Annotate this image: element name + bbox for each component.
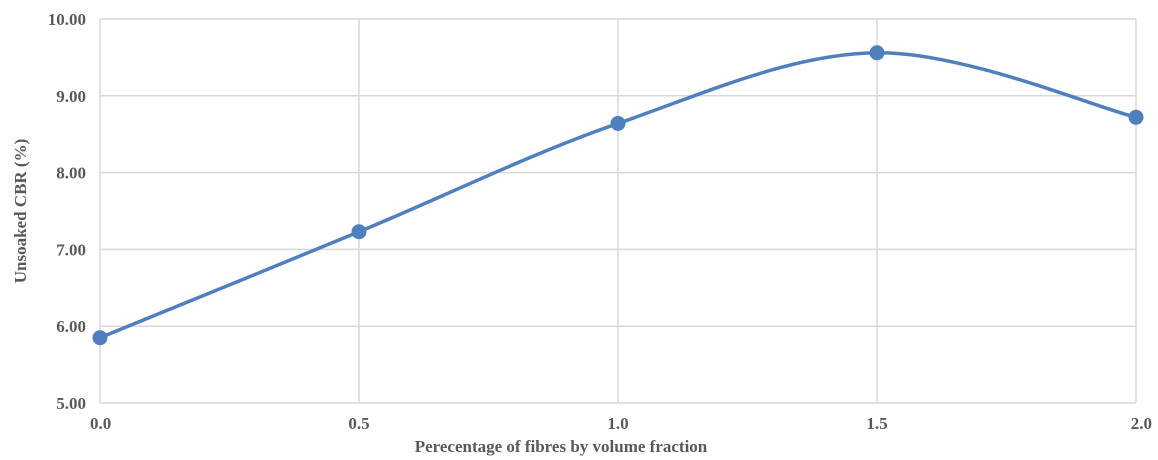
x-tick-label: 1.0: [607, 414, 628, 433]
y-tick-label: 5.00: [56, 394, 86, 413]
x-axis-ticks: 0.0 0.5 1.0 1.5 2.0: [90, 414, 1152, 433]
x-axis-title: Perecentage of fibres by volume fraction: [415, 437, 708, 456]
data-point: [92, 330, 108, 346]
data-point: [351, 224, 367, 240]
x-tick-label: 0.0: [90, 414, 111, 433]
data-point: [610, 115, 626, 131]
y-tick-label: 10.00: [48, 10, 86, 29]
series: [92, 45, 1144, 346]
y-tick-label: 8.00: [56, 164, 86, 183]
grid: [99, 18, 1137, 404]
y-tick-label: 9.00: [56, 87, 86, 106]
y-tick-label: 7.00: [56, 240, 86, 259]
x-tick-label: 1.5: [866, 414, 887, 433]
x-tick-label: 2.0: [1131, 414, 1152, 433]
y-axis-title: Unsoaked CBR (%): [11, 139, 30, 284]
y-axis-ticks: 5.00 6.00 7.00 8.00 9.00 10.00: [48, 10, 86, 413]
data-point: [1128, 109, 1144, 125]
x-tick-label: 0.5: [348, 414, 369, 433]
data-point: [869, 45, 885, 61]
y-tick-label: 6.00: [56, 317, 86, 336]
